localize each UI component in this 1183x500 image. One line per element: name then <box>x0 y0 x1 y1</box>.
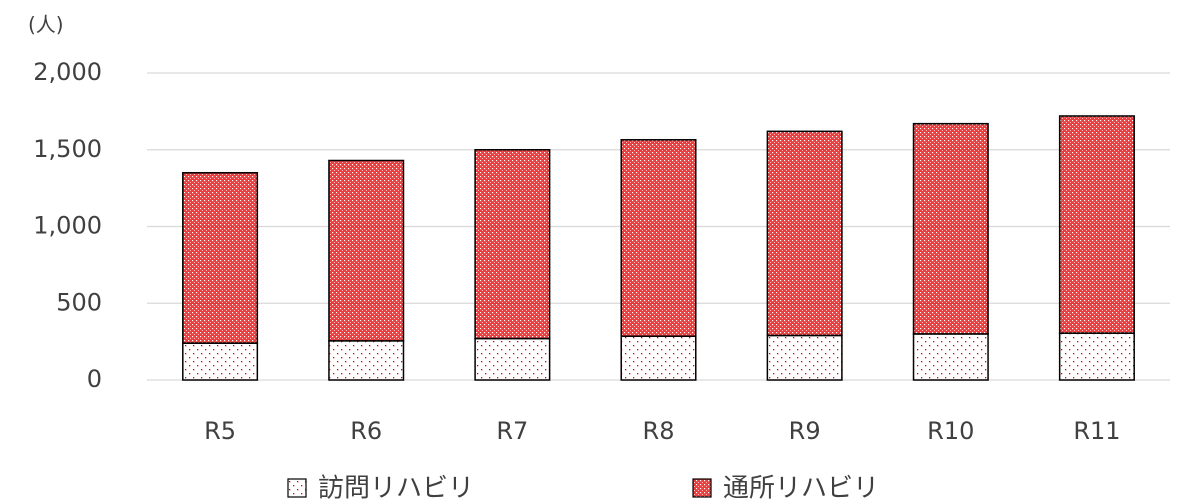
y-tick-label: 0 <box>87 365 102 393</box>
bar-segment <box>912 333 989 381</box>
bar-segment <box>620 139 697 338</box>
legend-swatch <box>692 478 712 498</box>
bar-segment <box>474 149 551 340</box>
legend-label: 通所リハビリ <box>723 474 879 500</box>
bar-segment <box>620 335 697 381</box>
bar-segment <box>182 342 259 381</box>
y-tick-label: 1,500 <box>33 135 102 163</box>
y-tick-label: 500 <box>56 288 102 316</box>
bar-segment <box>328 159 405 342</box>
x-tick-label: R8 <box>643 417 675 445</box>
bar-segment <box>912 122 989 335</box>
x-tick-label: R11 <box>1073 417 1120 445</box>
x-tick-label: R5 <box>204 417 236 445</box>
bar-segment <box>766 334 843 381</box>
bar-segment <box>328 340 405 381</box>
x-tick-label: R6 <box>350 417 382 445</box>
legend-swatch <box>287 478 307 498</box>
x-tick-label: R7 <box>496 417 528 445</box>
x-tick-label: R9 <box>789 417 821 445</box>
y-tick-label: 1,000 <box>33 212 102 240</box>
bar-segment <box>1058 332 1135 381</box>
bar-segment <box>474 337 551 381</box>
bar-segment <box>766 130 843 337</box>
bar-segment <box>1058 115 1135 334</box>
legend-label: 訪問リハビリ <box>318 474 474 500</box>
bar-segment <box>182 172 259 344</box>
x-tick-label: R10 <box>927 417 974 445</box>
y-unit-label: (人) <box>28 13 64 37</box>
y-tick-label: 2,000 <box>33 58 102 86</box>
